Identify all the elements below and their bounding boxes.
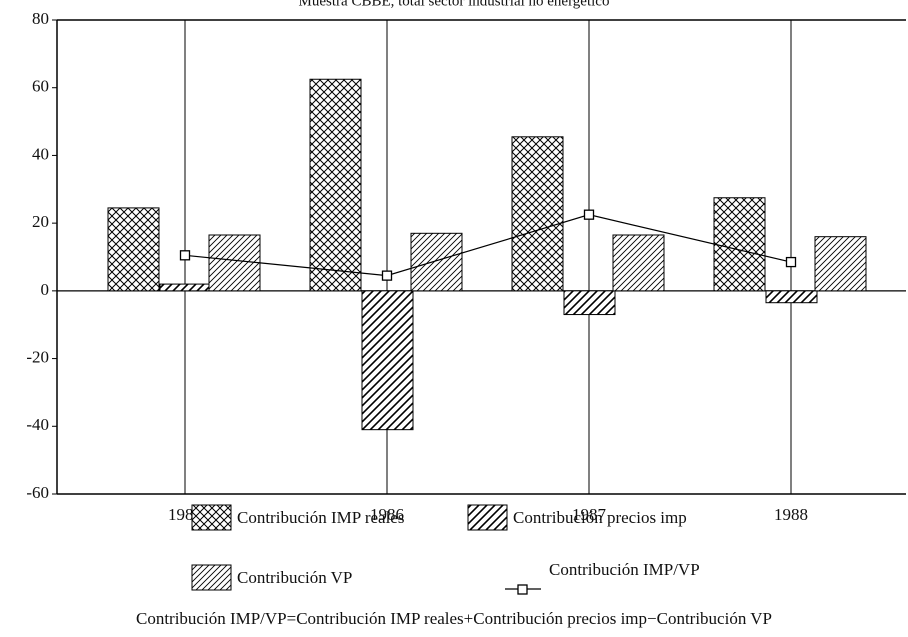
- bar: [511, 136, 564, 292]
- y-tick-label: 60: [32, 77, 49, 96]
- chart-title: Muestra CBBE, total sector industrial no…: [299, 0, 610, 9]
- line-marker: [785, 256, 797, 268]
- bar: [765, 290, 818, 304]
- line-marker: [381, 270, 393, 281]
- bar: [107, 207, 160, 292]
- legend-label: Contribución IMP/VP: [549, 560, 700, 579]
- line: [184, 214, 792, 277]
- legend-swatch: [191, 504, 232, 531]
- bar: [309, 78, 362, 292]
- y-tick-label: 80: [32, 9, 49, 28]
- bar: [814, 236, 867, 292]
- legend-marker: [517, 584, 528, 595]
- y-tick-label: 20: [32, 212, 49, 231]
- bar: [713, 197, 766, 292]
- bar: [612, 234, 665, 292]
- line-marker: [583, 209, 595, 220]
- y-tick-label: 0: [41, 280, 50, 299]
- x-tick-label: 1987: [572, 505, 607, 524]
- x-tick-label: 1988: [774, 505, 808, 524]
- bar: [410, 232, 463, 292]
- legend-label: Contribución precios imp: [513, 508, 687, 527]
- legend-label: Contribución IMP reales: [237, 508, 404, 527]
- line-marker: [179, 250, 191, 261]
- bar: [361, 290, 414, 431]
- bar: [563, 290, 616, 316]
- legend-swatch: [467, 504, 508, 531]
- footnote: Contribución IMP/VP=Contribución IMP rea…: [136, 609, 772, 628]
- legend-swatch: [191, 564, 232, 591]
- legend-label: Contribución VP: [237, 568, 352, 587]
- bar: [208, 234, 261, 292]
- bar: [159, 283, 212, 292]
- y-tick-label: -20: [26, 347, 49, 366]
- y-tick-label: -60: [26, 483, 49, 502]
- y-tick-label: 40: [32, 144, 49, 163]
- y-tick-label: -40: [26, 415, 49, 434]
- x-tick-label: 1986: [370, 505, 404, 524]
